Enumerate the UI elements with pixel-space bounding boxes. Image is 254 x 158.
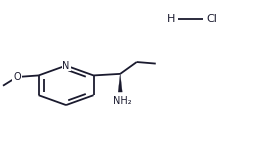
Text: O: O — [13, 72, 21, 82]
Text: NH₂: NH₂ — [114, 96, 132, 106]
Polygon shape — [118, 74, 122, 92]
Text: N: N — [62, 61, 70, 71]
Text: H: H — [166, 14, 175, 24]
Text: Cl: Cl — [206, 14, 217, 24]
